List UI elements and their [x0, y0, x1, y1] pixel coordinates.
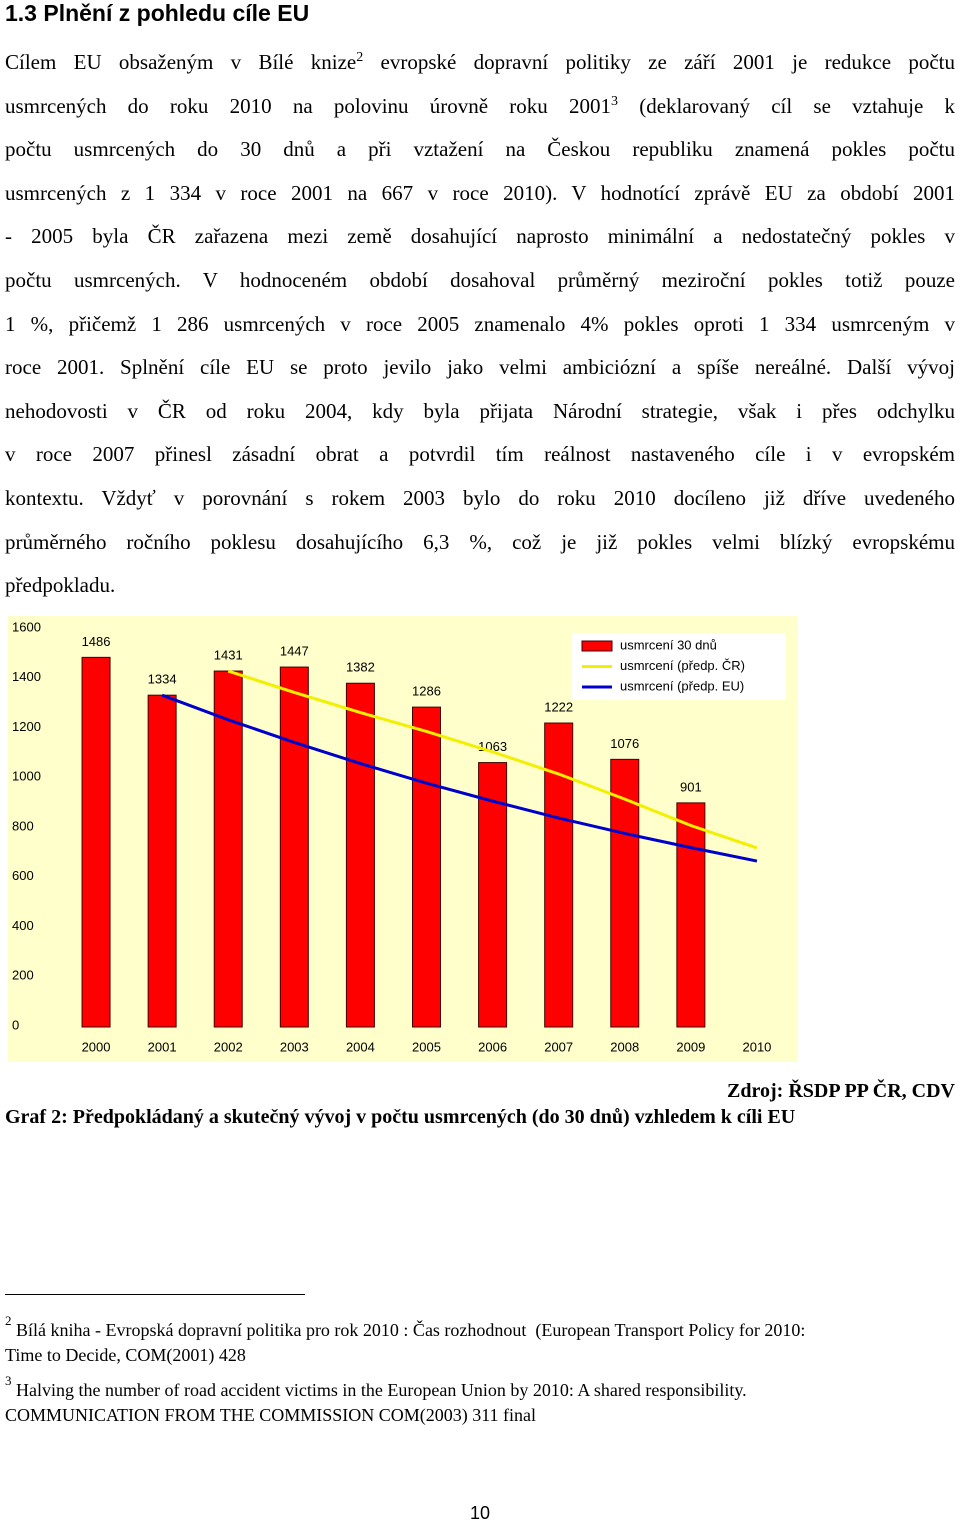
x-tick-label: 2001 — [148, 1039, 177, 1054]
bar — [81, 656, 111, 1028]
value-label: 1486 — [82, 634, 111, 649]
text-line: nehodovosti v ČR od roku 2004, kdy byla … — [5, 398, 955, 424]
text-run: 1 %, přičemž 1 286 usmrcených v roce 200… — [5, 311, 955, 336]
x-tick-label: 2005 — [412, 1039, 441, 1054]
text-run: (deklarovaný cíl se vztahuje k — [618, 93, 955, 118]
source: Zdroj: ŘSDP PP ČR, CDV — [727, 1080, 955, 1102]
x-tick-label: 2006 — [478, 1039, 507, 1054]
y-tick-label: 600 — [12, 868, 34, 883]
text-run: nehodovosti v ČR od roku 2004, kdy byla … — [5, 398, 955, 423]
text-run: - 2005 byla ČR zařazena mezi země dosahu… — [5, 224, 955, 249]
text-line: průměrného ročního poklesu dosahujícího … — [5, 529, 955, 555]
value-label: 1222 — [544, 699, 573, 714]
value-label: 1286 — [412, 684, 441, 699]
y-tick-label: 800 — [12, 818, 34, 833]
legend-label: usmrcení (předp. ČR) — [620, 658, 745, 673]
legend-label: usmrcení (předp. EU) — [620, 678, 744, 693]
text-line: v roce 2007 přinesl zásadní obrat a potv… — [5, 441, 955, 467]
bar — [279, 666, 309, 1028]
line — [227, 669, 758, 850]
text-run: průměrného ročního poklesu dosahujícího … — [5, 529, 955, 554]
text-line: 1 %, přičemž 1 286 usmrcených v roce 200… — [5, 311, 955, 337]
bar — [213, 670, 243, 1028]
value-label: 1382 — [346, 660, 375, 675]
y-tick-label: 400 — [12, 918, 34, 933]
text-run: evropské dopravní politiky ze září 2001 … — [363, 50, 956, 74]
bar — [676, 802, 706, 1028]
y-tick-label: 1000 — [12, 769, 41, 784]
x-tick-label: 2000 — [82, 1039, 111, 1054]
value-label: 1431 — [214, 647, 243, 662]
footnote-mark: 2 — [5, 1313, 12, 1328]
text-run: Cílem EU obsaženým v Bílé knize — [5, 50, 357, 74]
y-tick-label: 0 — [12, 1017, 19, 1032]
page-number: 10 — [469, 1503, 491, 1523]
text-line: usmrcených z 1 334 v roce 2001 na 667 v … — [5, 180, 955, 206]
text-line: počtu usmrcených. V hodnoceném období do… — [5, 267, 955, 293]
x-tick-label: 2004 — [346, 1039, 375, 1054]
value-label: 1334 — [148, 672, 177, 687]
heading: 1.3 Plnění z pohledu cíle EU — [5, 0, 310, 26]
footnote-line: Time to Decide, COM(2001) 428 — [5, 1345, 246, 1365]
y-tick-label: 1200 — [12, 719, 41, 734]
caption: Graf 2: Předpokládaný a skutečný vývoj v… — [5, 1106, 796, 1128]
text-line: počtu usmrcených do 30 dnů a při vztažen… — [5, 136, 955, 162]
bar — [412, 706, 441, 1028]
bar — [345, 682, 375, 1028]
y-tick-label: 200 — [12, 968, 34, 983]
footnote-mark: 3 — [5, 1373, 12, 1388]
text-line: kontextu. Vždyť v porovnání s rokem 2003… — [5, 485, 955, 511]
text-run: usmrcených do roku 2010 na polovinu úrov… — [5, 93, 611, 118]
bar — [147, 694, 177, 1028]
value-label: 1076 — [610, 736, 639, 751]
x-tick-label: 2007 — [544, 1039, 573, 1054]
footnote-ref: 3 — [611, 93, 618, 109]
footnote-line: Bílá kniha - Evropská dopravní politika … — [16, 1320, 806, 1340]
text-run: kontextu. Vždyť v porovnání s rokem 2003… — [5, 486, 955, 510]
text-run: roce 2001. Splnění cíle EU se proto jevi… — [5, 355, 955, 380]
x-tick-label: 2003 — [280, 1039, 309, 1054]
bar — [544, 722, 574, 1028]
legend-label: usmrcení 30 dnů — [620, 637, 717, 652]
y-tick-label: 1600 — [12, 619, 41, 634]
x-tick-label: 2002 — [214, 1039, 243, 1054]
text-line: - 2005 byla ČR zařazena mezi země dosahu… — [5, 223, 955, 249]
bar — [478, 762, 508, 1028]
text-run: počtu usmrcených do 30 dnů a při vztažen… — [5, 137, 955, 162]
text-run: usmrcených z 1 334 v roce 2001 na 667 v … — [5, 180, 955, 205]
footnote-rule — [5, 1294, 305, 1295]
text-line: Cílem EU obsaženým v Bílé knize2 evropsk… — [5, 49, 955, 75]
footnote-line: COMMUNICATION FROM THE COMMISSION COM(20… — [5, 1405, 537, 1425]
line — [161, 693, 758, 863]
text-run: předpokladu. — [5, 573, 116, 598]
text-run: v roce 2007 přinesl zásadní obrat a potv… — [5, 442, 955, 467]
text-run: počtu usmrcených. V hodnoceném období do… — [5, 268, 955, 292]
x-tick-label: 2009 — [676, 1039, 705, 1054]
text-line: roce 2001. Splnění cíle EU se proto jevi… — [5, 354, 955, 380]
footnote-line: Halving the number of road accident vict… — [16, 1380, 747, 1400]
footnote-ref: 2 — [356, 50, 364, 65]
value-label: 901 — [680, 779, 702, 794]
y-tick-label: 1400 — [12, 669, 41, 684]
text-line: předpokladu. — [5, 572, 955, 598]
x-tick-label: 2008 — [610, 1039, 639, 1054]
legend-swatch — [581, 640, 613, 652]
value-label: 1447 — [280, 643, 309, 658]
x-tick-label: 2010 — [742, 1039, 771, 1054]
text-line: usmrcených do roku 2010 na polovinu úrov… — [5, 93, 955, 119]
